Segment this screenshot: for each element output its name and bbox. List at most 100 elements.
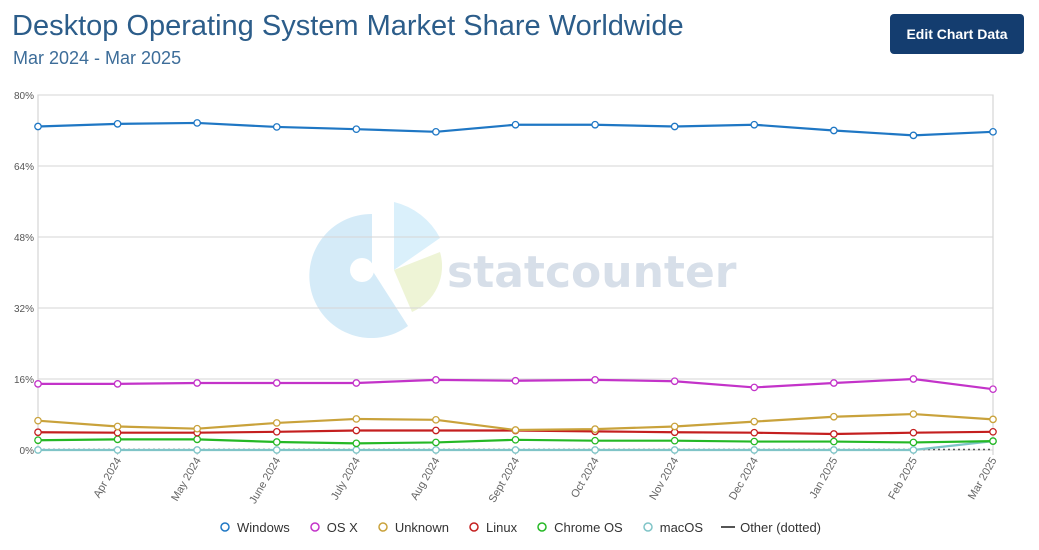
statcounter-watermark: statcounter <box>309 202 737 338</box>
data-point-linux <box>352 426 361 435</box>
x-tick-label: Sept 2024 <box>487 456 522 505</box>
watermark-logo-green-segment <box>394 252 443 312</box>
data-point-linux <box>829 430 838 438</box>
data-point-unknown <box>670 422 679 431</box>
legend-item-chrome-os[interactable]: Chrome OS <box>535 520 623 535</box>
data-point-macos <box>750 446 759 454</box>
data-point-unknown <box>352 415 361 423</box>
legend-label: OS X <box>326 519 358 535</box>
legend-item-linux[interactable]: Linux <box>467 520 517 535</box>
x-tick-label: Mar 2025 <box>966 456 1000 502</box>
data-point-chrome-os <box>591 436 599 445</box>
data-point-windows <box>670 122 679 131</box>
legend-item-macos[interactable]: macOS <box>641 520 703 535</box>
data-point-windows <box>511 120 520 129</box>
x-tick-label: Nov 2024 <box>647 456 681 503</box>
legend-swatch-macos <box>642 522 653 532</box>
data-point-macos <box>432 446 440 454</box>
series-windows <box>34 119 997 140</box>
data-point-chrome-os <box>193 435 202 444</box>
data-point-linux <box>989 427 997 436</box>
legend-swatch-windows <box>220 522 230 532</box>
data-point-windows <box>432 127 440 136</box>
data-point-macos <box>909 446 918 454</box>
data-point-windows <box>272 123 281 131</box>
data-point-macos <box>591 446 599 454</box>
edit-chart-data-button[interactable]: Edit Chart Data <box>890 14 1024 54</box>
data-point-linux <box>113 428 122 437</box>
data-point-os-x <box>113 380 122 388</box>
x-tick-label: June 2024 <box>247 456 283 507</box>
data-point-windows <box>352 125 361 134</box>
legend-label: Linux <box>486 519 518 535</box>
data-point-os-x <box>750 383 759 392</box>
data-point-os-x <box>432 376 440 384</box>
legend-item-other-dotted[interactable]: Other (dotted) <box>721 520 821 535</box>
data-point-os-x <box>989 385 997 394</box>
data-point-windows <box>989 127 997 136</box>
data-point-unknown <box>272 419 281 427</box>
data-point-chrome-os <box>989 437 997 445</box>
data-point-macos <box>352 446 361 454</box>
data-point-unknown <box>989 415 997 424</box>
data-point-linux <box>432 426 440 435</box>
watermark-logo-hole <box>350 258 374 282</box>
legend-item-windows[interactable]: Windows <box>218 520 290 535</box>
legend-item-os-x[interactable]: OS X <box>308 520 358 535</box>
data-point-chrome-os <box>511 435 520 444</box>
data-point-linux <box>272 427 281 436</box>
data-point-unknown <box>750 417 759 426</box>
data-point-os-x <box>511 376 520 385</box>
x-tick-label: Jan 2025 <box>807 456 840 501</box>
series-unknown <box>34 410 997 434</box>
data-point-chrome-os <box>750 437 759 446</box>
legend-swatch-other-dotted <box>721 526 736 528</box>
data-point-windows <box>750 120 759 129</box>
data-point-unknown <box>591 425 599 433</box>
legend-label: Windows <box>236 519 290 535</box>
data-point-linux <box>750 428 759 437</box>
data-point-linux <box>34 428 42 437</box>
data-point-chrome-os <box>272 438 281 446</box>
y-tick-label: 0% <box>20 446 35 457</box>
data-point-chrome-os <box>34 436 42 445</box>
data-point-os-x <box>591 376 599 384</box>
data-point-unknown <box>432 415 440 424</box>
legend-swatch-unknown <box>378 522 388 532</box>
watermark-text: statcounter <box>447 247 737 298</box>
data-point-os-x <box>272 379 281 387</box>
data-point-macos <box>193 446 202 454</box>
page-title: Desktop Operating System Market Share Wo… <box>12 10 684 42</box>
data-point-unknown <box>34 416 42 425</box>
data-point-windows <box>591 120 599 129</box>
legend-label: macOS <box>659 519 704 535</box>
series-os-x <box>34 375 997 394</box>
data-point-unknown <box>113 422 122 431</box>
legend-label: Unknown <box>394 519 450 535</box>
chart-area: statcounter 0% 16% 32% 48% 64% 80% Apr 2024 May… <box>14 91 1000 507</box>
data-point-os-x <box>34 380 42 388</box>
x-tick-label: Oct 2024 <box>569 456 602 501</box>
data-point-linux <box>909 428 918 437</box>
y-tick-label: 32% <box>14 304 34 315</box>
legend-swatch-os-x <box>309 522 320 532</box>
data-point-os-x <box>909 375 918 383</box>
data-point-windows <box>193 119 202 127</box>
x-tick-label: July 2024 <box>329 456 363 503</box>
data-point-windows <box>113 119 122 128</box>
x-tick-label: Apr 2024 <box>91 456 124 501</box>
data-point-macos <box>272 446 281 454</box>
data-point-chrome-os <box>432 438 440 447</box>
data-point-macos <box>670 446 679 454</box>
data-point-macos <box>113 446 122 454</box>
data-point-windows <box>34 122 42 131</box>
legend-item-unknown[interactable]: Unknown <box>376 520 449 535</box>
data-point-unknown <box>511 426 520 434</box>
y-tick-label: 48% <box>14 233 34 244</box>
chart-legend: Windows OS X Unknown Linux Chrome OS macOS Oth… <box>0 516 1039 538</box>
data-point-os-x <box>829 379 838 387</box>
page-subtitle: Mar 2024 - Mar 2025 <box>13 48 182 68</box>
data-point-macos <box>511 446 520 454</box>
legend-swatch-linux <box>469 522 479 532</box>
legend-label: Other (dotted) <box>740 519 822 535</box>
